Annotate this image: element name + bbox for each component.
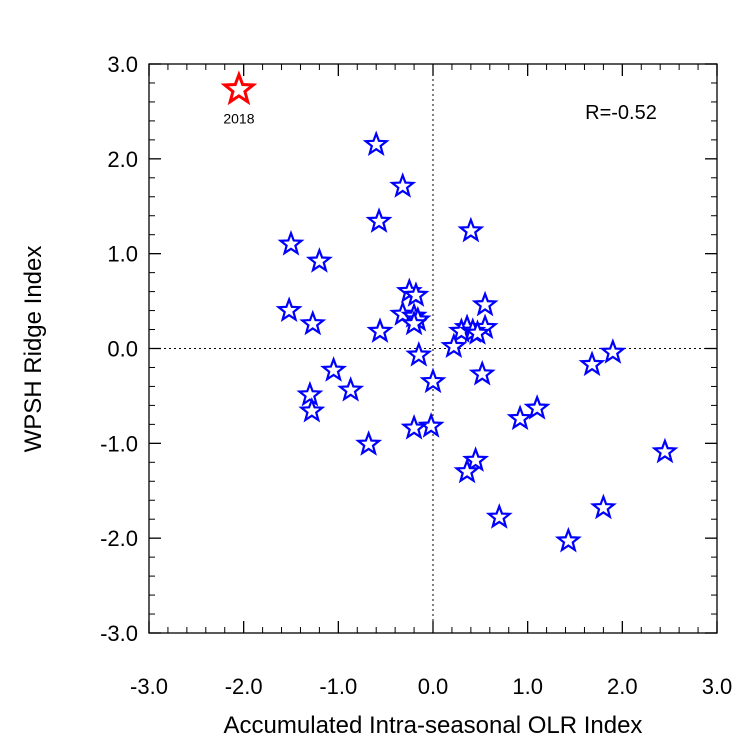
axis-ticks <box>148 63 718 634</box>
y-tick-label: 0.0 <box>107 337 138 362</box>
data-point-star <box>365 207 393 233</box>
x-tick-label: 1.0 <box>512 674 543 699</box>
x-axis-title: Accumulated Intra-seasonal OLR Index <box>224 712 643 739</box>
x-tick-label: -1.0 <box>319 674 357 699</box>
data-point-star <box>468 359 496 386</box>
data-point-star <box>362 130 390 157</box>
data-point-star <box>298 396 326 423</box>
highlight-point-star <box>220 70 258 106</box>
data-point-star <box>457 216 485 243</box>
highlight-point-label: 2018 <box>223 111 254 127</box>
y-tick-label: -2.0 <box>100 526 138 551</box>
zero-reference-lines <box>149 64 717 633</box>
data-point-star <box>599 338 627 364</box>
data-point-star <box>275 296 303 323</box>
data-point-star <box>464 319 491 345</box>
data-point-star <box>320 356 348 382</box>
data-point-star <box>419 367 447 394</box>
data-point-star <box>440 332 468 359</box>
data-point-star <box>400 414 428 440</box>
data-point-star <box>589 493 617 520</box>
data-point-star <box>651 437 679 464</box>
data-point-star <box>453 457 481 484</box>
data-point-star <box>506 404 534 431</box>
data-point-star <box>277 230 305 256</box>
data-point-star <box>366 317 394 343</box>
data-point-star <box>305 247 333 273</box>
data-point-star <box>402 281 430 307</box>
y-tick-label: -1.0 <box>100 431 138 456</box>
x-tick-label: -2.0 <box>225 674 263 699</box>
y-tick-label: 1.0 <box>107 242 138 267</box>
x-tick-label: -3.0 <box>130 674 168 699</box>
data-point-star <box>337 376 365 402</box>
x-tick-label: 3.0 <box>702 674 733 699</box>
x-tick-label: 0.0 <box>418 674 449 699</box>
data-point-star <box>554 526 582 553</box>
data-point-star <box>299 309 327 336</box>
data-point-star <box>296 380 324 407</box>
data-point-star <box>471 290 499 317</box>
x-tick-label: 2.0 <box>607 674 638 699</box>
data-point-star <box>417 412 445 438</box>
y-tick-label: 3.0 <box>107 52 138 77</box>
y-tick-label: 2.0 <box>107 147 138 172</box>
data-points <box>275 130 679 553</box>
data-point-star <box>523 394 551 420</box>
data-point-star <box>405 341 433 367</box>
y-tick-label: -3.0 <box>100 621 138 646</box>
data-point-star <box>389 172 417 198</box>
data-point-star <box>355 430 383 456</box>
data-point-star <box>578 350 606 377</box>
data-point-star <box>485 503 513 529</box>
highlight-point-group: 2018 <box>220 70 258 127</box>
tick-labels: -3.0 -2.0 -1.0 0.0 1.0 2.0 3.0 -3.0 -2.0 -1.0 0.0 1… <box>100 52 732 699</box>
y-axis-title: WPSH Ridge Index <box>20 246 47 453</box>
data-point-star <box>462 446 490 472</box>
data-point-star <box>400 309 428 336</box>
correlation-annotation: R=-0.52 <box>585 102 657 124</box>
